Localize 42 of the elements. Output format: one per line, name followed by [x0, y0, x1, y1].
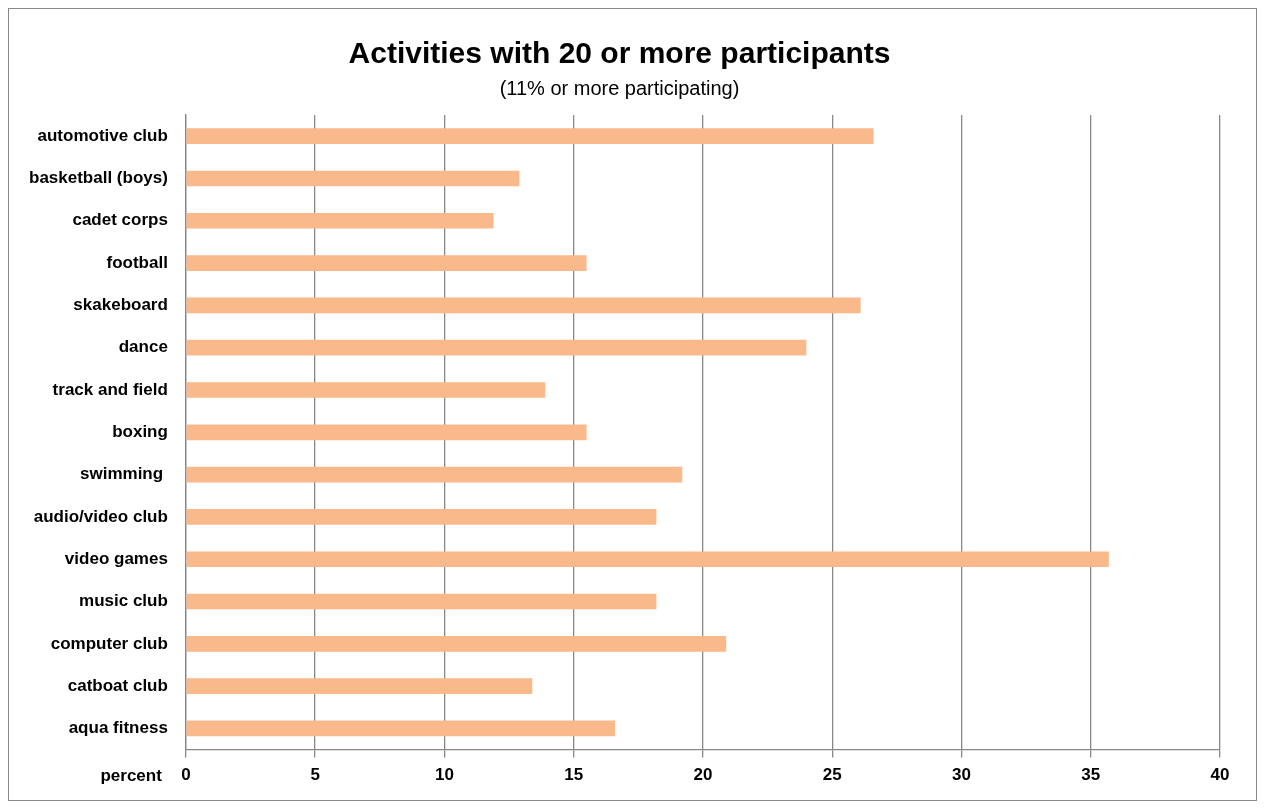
bar — [186, 466, 683, 483]
y-tick-label: audio/video club — [33, 506, 168, 526]
bar — [186, 509, 657, 525]
chart-subtitle: (11% or more participating) — [499, 76, 740, 99]
bar — [186, 297, 861, 314]
y-tick-label: football — [106, 252, 168, 272]
x-tick-label: 10 — [434, 765, 454, 785]
bar — [186, 382, 546, 398]
x-tick-label: 25 — [822, 765, 842, 785]
bar — [186, 720, 616, 737]
y-tick-label: music club — [79, 591, 168, 611]
y-tick-label: automotive club — [37, 125, 168, 145]
y-tick-label: dance — [118, 337, 168, 357]
y-tick-label: skakeboard — [73, 295, 168, 315]
y-tick-label: swimming — [80, 464, 168, 484]
x-tick-label: 20 — [693, 765, 713, 785]
x-tick-label: 30 — [952, 765, 971, 785]
bar — [186, 339, 807, 356]
y-tick-label: video games — [64, 548, 168, 568]
bar — [186, 170, 520, 187]
bar — [186, 128, 874, 144]
y-tick-label: boxing — [112, 421, 168, 441]
bar — [186, 678, 533, 694]
x-tick-label: 40 — [1210, 765, 1230, 785]
x-tick-label: 5 — [310, 765, 320, 785]
bar — [186, 255, 587, 271]
bar — [186, 636, 727, 652]
chart-title: Activities with 20 or more participants — [348, 36, 891, 70]
bar — [186, 593, 657, 610]
y-tick-label: catboat club — [67, 675, 168, 695]
bar — [186, 551, 1109, 568]
bar — [186, 424, 587, 441]
y-tick-label: aqua fitness — [68, 718, 168, 738]
y-tick-label: track and field — [52, 379, 168, 399]
bar — [186, 212, 494, 229]
x-axis-title: percent — [100, 766, 163, 786]
y-tick-label: basketball (boys) — [29, 168, 168, 188]
y-tick-label: cadet corps — [72, 210, 168, 230]
y-tick-label: computer club — [50, 633, 168, 653]
x-tick-label: 0 — [181, 765, 191, 785]
x-tick-label: 35 — [1081, 765, 1101, 785]
x-tick-label: 15 — [564, 765, 584, 785]
